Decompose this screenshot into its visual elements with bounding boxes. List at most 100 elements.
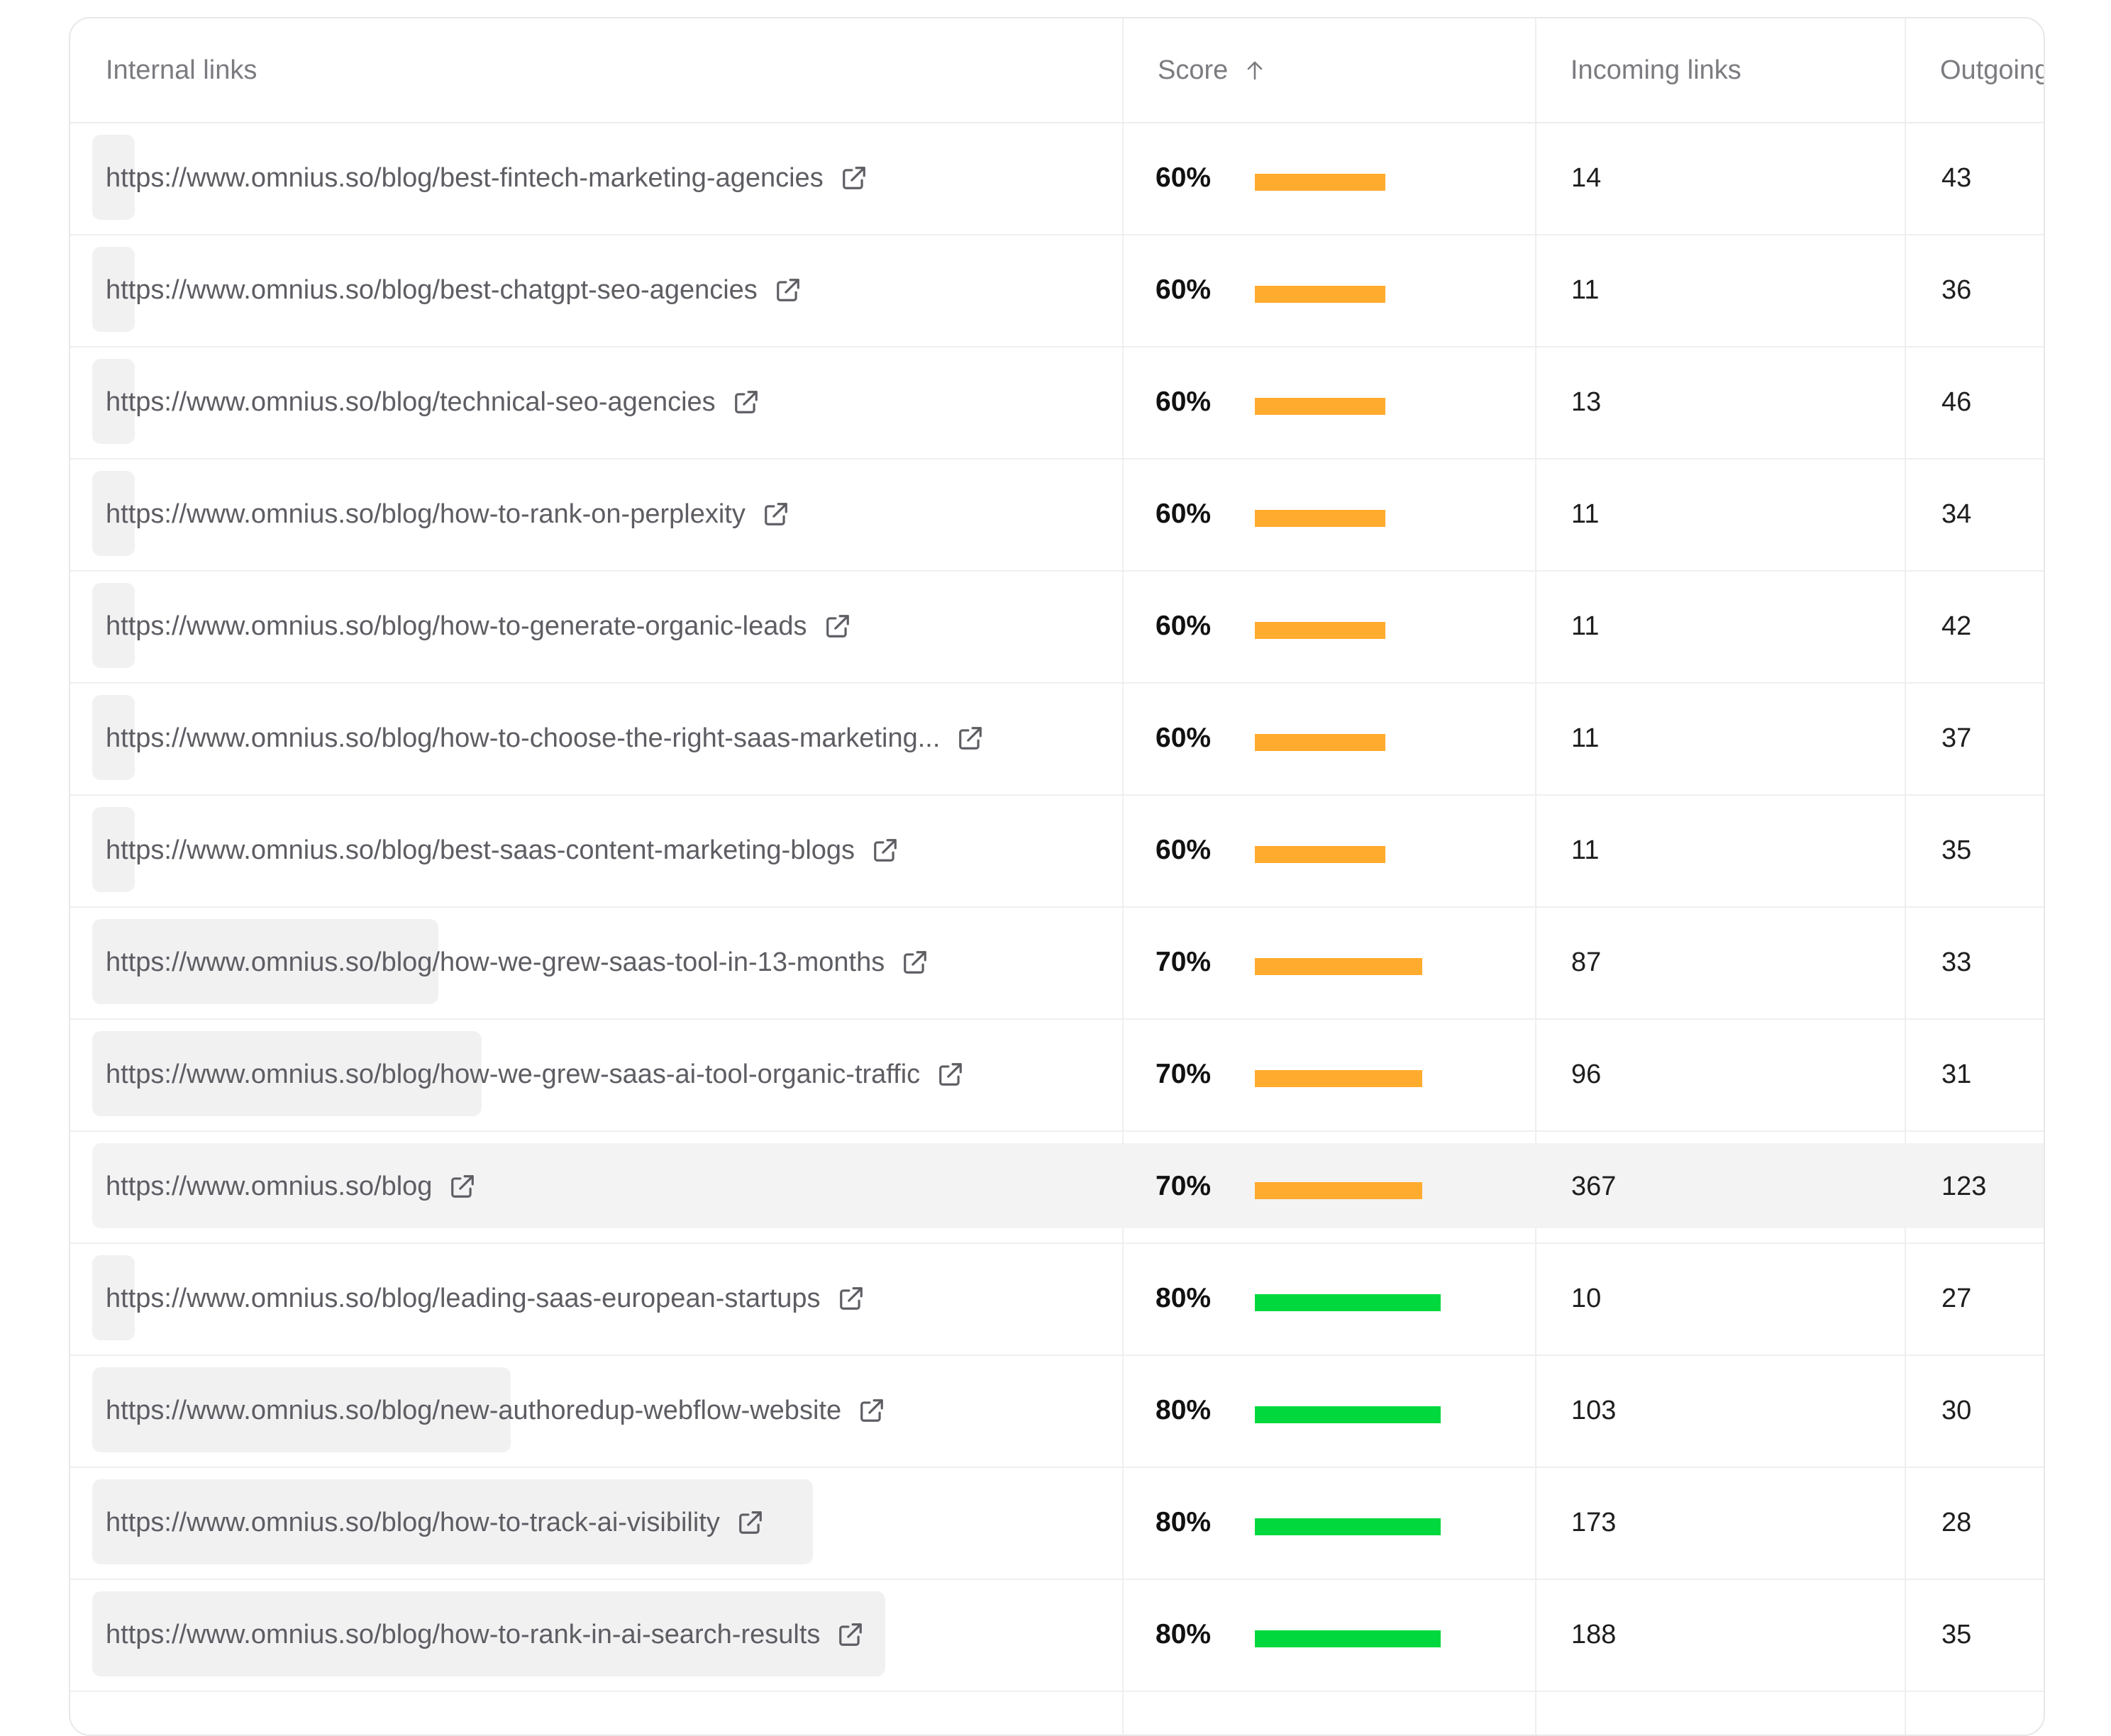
score-bar (1255, 1182, 1422, 1199)
url-link[interactable]: https://www.omnius.so/blog/best-chatgpt-… (106, 274, 758, 305)
outgoing-links-count: 37 (1941, 723, 1972, 753)
score-bar (1255, 1406, 1441, 1423)
traffic-share-bar (92, 247, 135, 332)
external-link-icon[interactable] (872, 837, 899, 864)
url-link[interactable]: https://www.omnius.so/blog (106, 1171, 433, 1201)
outgoing-links-count: 123 (1941, 1171, 1987, 1201)
incoming-links-count: 11 (1571, 611, 1600, 641)
table-row[interactable]: https://www.omnius.so/blog/new-authoredu… (70, 1354, 2044, 1468)
url-link[interactable]: https://www.omnius.so/blog/how-to-genera… (106, 611, 807, 641)
url-link[interactable]: https://www.omnius.so/blog/how-to-rank-o… (106, 499, 746, 529)
header-score-label: Score (1158, 55, 1229, 85)
outgoing-links-count: 46 (1941, 386, 1972, 417)
table-row[interactable]: https://www.omnius.so/blog/how-we-grew-s… (70, 1018, 2044, 1132)
table-row[interactable]: https://www.omnius.so/blog 70% 367 123 (70, 1130, 2044, 1244)
header-outgoing-links[interactable]: Outgoing (1940, 18, 2045, 122)
external-link-icon[interactable] (937, 1061, 964, 1088)
url-cell: https://www.omnius.so/blog (106, 1130, 476, 1242)
outgoing-links-count: 31 (1941, 1059, 1972, 1089)
table-row[interactable]: https://www.omnius.so/blog/how-to-track-… (70, 1467, 2044, 1580)
header-incoming-links[interactable]: Incoming links (1570, 18, 1741, 122)
external-link-icon[interactable] (449, 1173, 476, 1200)
score-value: 80% (1156, 1507, 1212, 1537)
url-cell: https://www.omnius.so/blog/new-authoredu… (106, 1354, 885, 1467)
traffic-share-bar (92, 1255, 135, 1340)
outgoing-links-count: 28 (1941, 1507, 1972, 1537)
score-bar (1255, 1630, 1441, 1647)
table-row[interactable]: https://www.omnius.so/blog/how-to-rank-i… (70, 1579, 2044, 1692)
header-internal-links-label: Internal links (106, 55, 257, 85)
traffic-share-bar (92, 471, 135, 556)
table-row[interactable]: https://www.omnius.so/blog/how-to-choose… (70, 682, 2044, 796)
outgoing-links-count: 42 (1941, 611, 1972, 641)
external-link-icon[interactable] (838, 1285, 865, 1312)
incoming-links-count: 13 (1571, 386, 1602, 417)
outgoing-links-count: 43 (1941, 162, 1972, 193)
column-divider (1122, 18, 1124, 1735)
external-link-icon[interactable] (957, 725, 984, 752)
url-link[interactable]: https://www.omnius.so/blog/how-we-grew-s… (106, 947, 885, 977)
external-link-icon[interactable] (858, 1397, 885, 1424)
external-link-icon[interactable] (737, 1509, 764, 1536)
url-link[interactable]: https://www.omnius.so/blog/new-authoredu… (106, 1395, 842, 1425)
url-link[interactable]: https://www.omnius.so/blog/how-to-rank-i… (106, 1619, 821, 1649)
score-value: 80% (1156, 1619, 1212, 1649)
traffic-share-bar (92, 359, 135, 444)
arrow-up-icon[interactable] (1246, 60, 1263, 81)
url-cell: https://www.omnius.so/blog/best-fintech-… (106, 122, 868, 234)
table-row[interactable]: https://www.omnius.so/blog/technical-seo… (70, 346, 2044, 460)
outgoing-links-count: 35 (1941, 835, 1972, 865)
score-value: 60% (1156, 723, 1212, 753)
header-internal-links[interactable]: Internal links (106, 18, 257, 122)
url-link[interactable]: https://www.omnius.so/blog/leading-saas-… (106, 1283, 821, 1313)
outgoing-links-count: 33 (1941, 947, 1972, 977)
score-value: 60% (1156, 611, 1212, 641)
url-link[interactable]: https://www.omnius.so/blog/how-to-track-… (106, 1507, 720, 1537)
outgoing-links-count: 36 (1941, 274, 1972, 305)
url-cell: https://www.omnius.so/blog/best-chatgpt-… (106, 234, 802, 346)
url-cell: https://www.omnius.so/blog/leading-saas-… (106, 1242, 865, 1354)
url-link[interactable]: https://www.omnius.so/blog/how-we-grew-s… (106, 1059, 921, 1089)
external-link-icon[interactable] (824, 613, 851, 640)
score-value: 70% (1156, 1171, 1212, 1201)
incoming-links-count: 188 (1571, 1619, 1617, 1649)
table-row[interactable]: https://www.omnius.so/blog/best-chatgpt-… (70, 234, 2044, 347)
outgoing-links-count: 27 (1941, 1283, 1972, 1313)
url-cell: https://www.omnius.so/blog/how-to-track-… (106, 1467, 764, 1579)
table-row[interactable]: https://www.omnius.so/blog/how-to-rank-o… (70, 458, 2044, 572)
incoming-links-count: 10 (1571, 1283, 1602, 1313)
score-value: 60% (1156, 835, 1212, 865)
traffic-share-bar (92, 919, 438, 1004)
score-bar (1255, 734, 1385, 751)
table-row[interactable]: https://www.omnius.so/blog/best-fintech-… (70, 122, 2044, 235)
url-link[interactable]: https://www.omnius.so/blog/best-fintech-… (106, 162, 824, 193)
incoming-links-count: 11 (1571, 835, 1600, 865)
traffic-share-bar (92, 1591, 885, 1676)
table-row[interactable]: https://www.omnius.so/blog/leading-saas-… (70, 1242, 2044, 1356)
external-link-icon[interactable] (733, 389, 760, 416)
external-link-icon[interactable] (763, 501, 789, 528)
column-divider (1905, 18, 1906, 1735)
url-link[interactable]: https://www.omnius.so/blog/technical-seo… (106, 386, 716, 417)
traffic-share-bar (92, 807, 135, 892)
external-link-icon[interactable] (902, 949, 929, 976)
score-value: 60% (1156, 386, 1212, 417)
external-link-icon[interactable] (841, 165, 868, 191)
url-cell: https://www.omnius.so/blog/how-we-grew-s… (106, 906, 929, 1018)
external-link-icon[interactable] (837, 1621, 864, 1648)
header-outgoing-links-label: Outgoing (1940, 55, 2045, 85)
url-link[interactable]: https://www.omnius.so/blog/best-saas-con… (106, 835, 855, 865)
url-link[interactable]: https://www.omnius.so/blog/how-to-choose… (106, 723, 941, 753)
score-bar (1255, 286, 1385, 303)
incoming-links-count: 11 (1571, 723, 1600, 753)
table-row[interactable]: https://www.omnius.so/blog/how-we-grew-s… (70, 906, 2044, 1020)
external-link-icon[interactable] (775, 277, 802, 304)
header-score[interactable]: Score (1158, 18, 1263, 122)
outgoing-links-count: 30 (1941, 1395, 1972, 1425)
incoming-links-count: 14 (1571, 162, 1602, 193)
table-row[interactable]: https://www.omnius.so/blog/how-to-genera… (70, 570, 2044, 684)
score-bar (1255, 622, 1385, 639)
table-row[interactable]: https://www.omnius.so/blog/best-saas-con… (70, 794, 2044, 908)
url-cell: https://www.omnius.so/blog/how-to-choose… (106, 682, 984, 794)
table-header: Internal links Score Incoming links Outg… (70, 18, 2044, 123)
